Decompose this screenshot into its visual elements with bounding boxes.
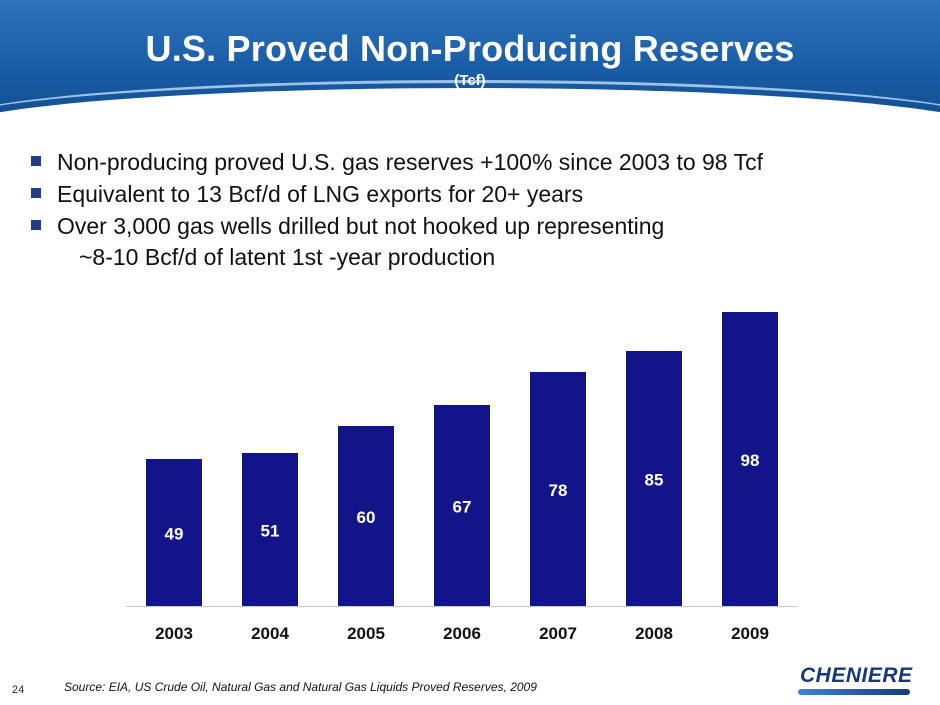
x-tick-label-2004: 2004 <box>251 624 289 643</box>
x-tick-label-2009: 2009 <box>731 624 769 643</box>
bullet-continuation: ~8-10 Bcf/d of latent 1st -year producti… <box>79 244 496 270</box>
x-tick-label-2003: 2003 <box>155 624 193 643</box>
cheniere-logo: CHENIERE <box>796 660 914 700</box>
bar-2008 <box>626 351 682 606</box>
bar-2006 <box>434 405 490 606</box>
bullet-text: Equivalent to 13 Bcf/d of LNG exports fo… <box>57 181 584 207</box>
bar-2005 <box>338 426 394 606</box>
source-note: Source: EIA, US Crude Oil, Natural Gas a… <box>64 680 537 694</box>
bar-2009 <box>722 312 778 606</box>
logo-swoosh-icon <box>798 689 910 695</box>
bullet-text: Non-producing proved U.S. gas reserves +… <box>57 149 763 175</box>
data-label-2003: 49 <box>165 525 184 544</box>
page-subtitle: (Tcf) <box>454 72 486 89</box>
x-tick-label-2007: 2007 <box>539 624 577 643</box>
square-bullet-icon <box>31 156 41 166</box>
data-label-2007: 78 <box>549 481 568 500</box>
data-label-2005: 60 <box>357 508 376 527</box>
logo-wordmark: CHENIERE <box>800 664 913 687</box>
bar-2004 <box>242 453 298 606</box>
square-bullet-icon <box>31 188 41 198</box>
x-tick-label-2008: 2008 <box>635 624 673 643</box>
bullet-item: Non-producing proved U.S. gas reserves +… <box>30 146 910 178</box>
square-bullet-icon <box>31 220 41 230</box>
data-label-2006: 67 <box>453 498 472 517</box>
page-title: U.S. Proved Non-Producing Reserves <box>145 28 795 69</box>
page-number: 24 <box>12 684 25 696</box>
bullet-text: Over 3,000 gas wells drilled but not hoo… <box>57 213 665 239</box>
bullet-list: Non-producing proved U.S. gas reserves +… <box>30 146 910 242</box>
data-label-2004: 51 <box>261 522 280 541</box>
data-label-2009: 98 <box>741 451 760 470</box>
bar-2003 <box>146 459 202 606</box>
bullet-item: Over 3,000 gas wells drilled but not hoo… <box>30 210 910 242</box>
x-tick-label-2006: 2006 <box>443 624 481 643</box>
bar-2007 <box>530 372 586 606</box>
reserves-bar-chart: 49 2003 51 2004 60 2005 67 2006 78 2007 85 2008 98 20… <box>126 312 798 643</box>
title-banner: U.S. Proved Non-Producing Reserves (Tcf) <box>0 0 940 118</box>
data-label-2008: 85 <box>645 471 664 490</box>
bullet-item: Equivalent to 13 Bcf/d of LNG exports fo… <box>30 178 910 210</box>
banner-highlight <box>0 80 940 118</box>
x-tick-label-2005: 2005 <box>347 624 385 643</box>
